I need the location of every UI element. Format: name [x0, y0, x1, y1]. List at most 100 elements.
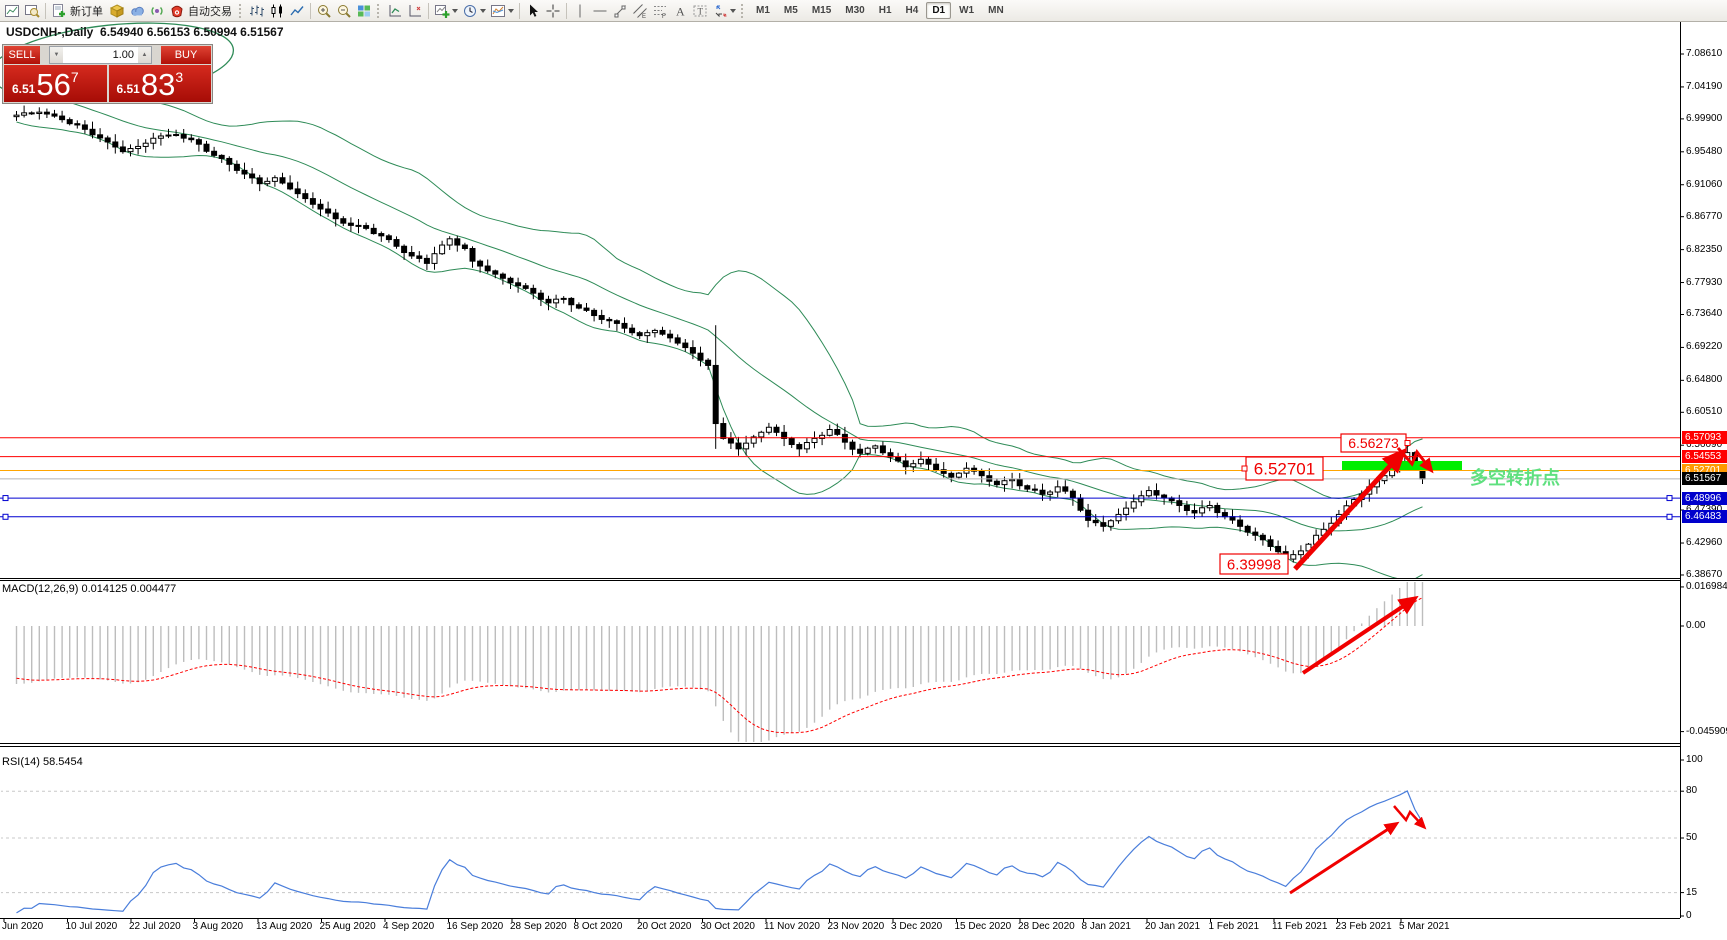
buy-price-display[interactable]: 6.51 83 3	[108, 65, 211, 102]
timeframe-button-M1[interactable]: M1	[756, 5, 770, 16]
template-icon	[490, 3, 506, 19]
macd-indicator-label: MACD(12,26,9) 0.014125 0.004477	[2, 583, 177, 595]
fibonacci-tool-button[interactable]: F	[650, 1, 670, 21]
timeframe-button-H1[interactable]: H1	[878, 5, 892, 16]
arrows-tool-button[interactable]	[710, 1, 730, 21]
zoom-out-button[interactable]	[334, 1, 354, 21]
price-tick-6.47390: 6.47390	[1686, 504, 1727, 515]
sell-price-display[interactable]: 6.51 56 7	[4, 65, 107, 102]
horizontal-line-tool-button[interactable]	[590, 1, 610, 21]
trendline-tool-button[interactable]	[610, 1, 630, 21]
price-tag-6.54553: 6.54553	[1682, 450, 1727, 464]
date-label: 8 Jan 2021	[1081, 921, 1132, 932]
date-label: 11 Feb 2021	[1272, 921, 1328, 932]
toolbar-separator	[310, 2, 311, 19]
macd-layer	[15, 582, 1424, 742]
pivot-zone-label[interactable]: 多空转折点	[1470, 467, 1560, 488]
add-indicator-caret[interactable]	[452, 8, 458, 13]
price-tag-6.51567: 6.51567	[1682, 472, 1727, 486]
bar-chart-mode-button[interactable]	[247, 1, 267, 21]
auto-trading-label[interactable]: 自动交易	[188, 5, 232, 18]
period-caret[interactable]	[480, 8, 486, 13]
volume-stepper: ▼ 1.00 ▲	[49, 46, 152, 64]
cursor-tool-button[interactable]	[523, 1, 543, 21]
trend-arrow[interactable]	[1289, 821, 1400, 895]
fibonacci-icon: F	[652, 3, 668, 19]
community-button[interactable]	[127, 1, 147, 21]
arrows-caret[interactable]	[730, 8, 736, 13]
text-label-tool-button[interactable]: T	[690, 1, 710, 21]
date-label: 11 Nov 2020	[764, 921, 820, 932]
timeframe-button-MN[interactable]: MN	[988, 5, 1004, 16]
zoom-in-icon	[316, 3, 332, 19]
add-indicator-icon	[434, 3, 450, 19]
one-click-trading-panel: SELL ▼ 1.00 ▲ BUY 6.51 56 7 6.51 83 3	[2, 44, 213, 104]
crosshair-tool-button[interactable]	[543, 1, 563, 21]
timeframe-button-W1[interactable]: W1	[959, 5, 975, 16]
add-indicator-button[interactable]	[432, 1, 452, 21]
trend-arrow[interactable]	[1301, 595, 1419, 675]
trend-arrow[interactable]	[1293, 447, 1407, 571]
annotations-layer[interactable]: 6.56273 6.52701 6.39998 多空转折点	[0, 12, 1560, 895]
price-tick-6.86770: 6.86770	[1686, 210, 1723, 222]
text-tool-button[interactable]: A	[670, 1, 690, 21]
price-tick-6.91060: 6.91060	[1686, 178, 1723, 190]
clock-icon	[462, 3, 478, 19]
date-label: 28 Sep 2020	[510, 921, 567, 932]
sell-button[interactable]: SELL	[4, 46, 40, 64]
indicator-list-icon	[407, 3, 423, 19]
timeframe-button-M5[interactable]: M5	[783, 5, 798, 16]
template-button[interactable]	[488, 1, 508, 21]
period-button[interactable]	[460, 1, 480, 21]
date-label: 20 Jan 2021	[1145, 921, 1201, 932]
svg-text:A: A	[676, 4, 685, 18]
svg-text:E: E	[642, 14, 646, 19]
auto-trading-button[interactable]	[167, 1, 187, 21]
price-tick-6.60510: 6.60510	[1686, 406, 1723, 418]
volume-increase-button[interactable]: ▲	[138, 47, 151, 63]
timeframe-button-M15[interactable]: M15	[811, 5, 832, 16]
line-chart-mode-button[interactable]	[287, 1, 307, 21]
price-tick-6.56090: 6.56090	[1686, 439, 1723, 451]
channel-tool-button[interactable]: E	[630, 1, 650, 21]
timeframe-button-M30[interactable]: M30	[845, 5, 865, 16]
tile-windows-button[interactable]	[354, 1, 374, 21]
open-chart-button[interactable]	[2, 1, 22, 21]
date-label: 28 Dec 2020	[1018, 921, 1075, 932]
macd-axis-0.016984: 0.016984	[1686, 580, 1727, 592]
pivot-zone-highlight[interactable]	[1342, 461, 1462, 470]
price-annotation-text: 6.52701	[1254, 460, 1315, 479]
candle-chart-mode-button[interactable]	[267, 1, 287, 21]
volume-decrease-button[interactable]: ▼	[50, 47, 63, 63]
indicator-list-button[interactable]	[405, 1, 425, 21]
timeframe-button-H4[interactable]: H4	[905, 5, 919, 16]
rsi-axis-0: 0	[1686, 910, 1692, 921]
new-order-button[interactable]	[49, 1, 69, 21]
signals-button[interactable]	[147, 1, 167, 21]
horizontal-levels-layer[interactable]	[0, 53, 1684, 576]
toolbar-separator	[45, 2, 46, 19]
market-watch-button[interactable]	[107, 1, 127, 21]
vertical-line-tool-button[interactable]	[570, 1, 590, 21]
chart-magnifier-icon	[24, 3, 40, 19]
timeframe-button-D1[interactable]: D1	[926, 2, 952, 19]
trend-arrow[interactable]	[1396, 447, 1434, 474]
pane-frames	[0, 22, 1684, 922]
macd-axis--0.045909: -0.045909	[1686, 725, 1727, 737]
text-label-icon: T	[692, 3, 708, 19]
buy-button[interactable]: BUY	[161, 46, 211, 64]
zoom-in-button[interactable]	[314, 1, 334, 21]
indicator-window-button[interactable]	[385, 1, 405, 21]
chart-preview-button[interactable]	[22, 1, 42, 21]
template-caret[interactable]	[508, 8, 514, 13]
macd-axis-0.00: 0.00	[1686, 620, 1706, 631]
volume-input[interactable]: 1.00	[112, 49, 134, 61]
price-annotation-box[interactable]	[1219, 553, 1289, 575]
date-label: 20 Oct 2020	[637, 921, 692, 932]
chart-title: USDCNH-,Daily 6.54940 6.56153 6.50994 6.…	[6, 25, 284, 39]
trend-arrow[interactable]	[1393, 805, 1427, 830]
date-label: 10 Jul 2020	[65, 921, 118, 932]
new-order-label[interactable]: 新订单	[70, 5, 103, 18]
